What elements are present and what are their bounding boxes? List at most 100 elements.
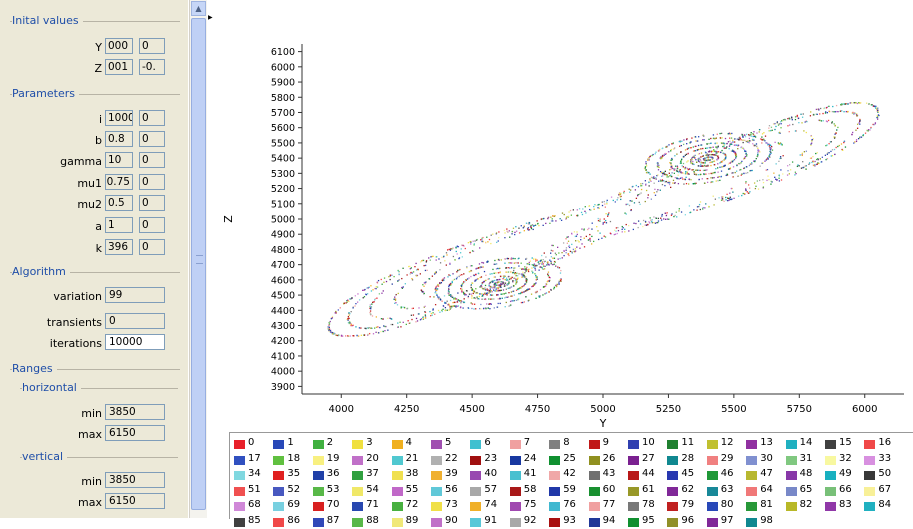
transients-input[interactable]: 0 [105,313,165,329]
scatter-point [737,148,739,150]
scatter-point [495,288,497,290]
scatter-point [524,283,526,285]
scatter-point [704,160,707,162]
scatter-point [704,165,706,167]
scatter-point [494,286,496,288]
scatter-point [548,276,550,279]
scatter-point [545,283,548,285]
scatter-point [542,286,545,288]
scatter-point [849,102,851,104]
iterations-input[interactable]: 10000 [105,334,165,350]
scatter-point [457,292,459,294]
param-i-variation-input[interactable]: 0 [139,110,165,126]
legend-swatch [431,471,442,480]
param-a-variation-input[interactable]: 0 [139,217,165,233]
scatter-point [645,189,648,192]
scatter-point [765,159,767,161]
panel-scrollbar[interactable]: ▲ [189,0,207,518]
horizontal-max-input[interactable]: 6150 [105,425,165,441]
scatter-point [692,163,694,165]
param-b-value-input[interactable]: 0.8 [105,131,133,147]
scatter-point [722,145,724,148]
legend-label: 47 [760,468,773,479]
initial-z-variation-input[interactable]: -0. [139,59,165,75]
param-mu1-variation-input[interactable]: 0 [139,174,165,190]
scatter-point [670,165,672,168]
collapse-arrow-icon[interactable]: ▶ [208,14,213,21]
scatter-point [826,112,828,114]
initial-y-variation-input[interactable]: 0 [139,38,165,54]
scatter-point [778,143,780,145]
scatter-point [467,295,470,298]
scatter-point [726,146,728,148]
scroll-up-icon[interactable]: ▲ [191,1,206,16]
legend-label: 11 [681,437,695,448]
scatter-point [721,166,724,168]
param-i-value-input[interactable]: 1000 [105,110,133,126]
scatter-point [655,151,657,153]
section-vertical: vertical [16,450,182,464]
scatter-point [693,209,695,211]
scatter-point [717,151,719,153]
param-k-variation-input[interactable]: 0 [139,239,165,255]
scatter-point [645,165,648,167]
scatter-point [759,138,762,140]
scatter-point [514,272,517,274]
scatter-point [857,137,860,140]
scatter-point [547,261,549,263]
scatter-point [840,143,843,145]
legend-label: 57 [484,483,498,495]
vertical-min-input[interactable]: 3850 [105,472,165,488]
legend-label: 32 [839,452,852,464]
scatter-point [697,174,700,176]
param-mu2-variation-input[interactable]: 0 [139,195,165,211]
scatter-point [706,169,708,171]
horizontal-min-input[interactable]: 3850 [105,404,165,420]
param-name: mu1 [77,177,102,190]
param-mu2-value-input[interactable]: 0.5 [105,195,133,211]
scatter-point [684,172,687,174]
scatter-point [544,265,546,267]
scatter-point [493,307,495,309]
param-a-value-input[interactable]: 1 [105,217,133,233]
legend-swatch [746,517,758,527]
scatter-point [558,252,560,254]
param-row-a: a 1 0 [0,217,188,237]
scroll-thumb[interactable] [191,18,206,510]
variation-input[interactable]: 99 [105,287,165,303]
initial-z-value-input[interactable]: 001 [105,59,133,75]
scatter-point [715,152,717,154]
scatter-point [511,300,513,302]
scatter-point [700,156,702,158]
legend-swatch [509,486,521,496]
scatter-point [748,164,751,167]
vertical-max-input[interactable]: 6150 [105,493,165,509]
panel-splitter[interactable]: ▶ [207,0,213,518]
scatter-point [654,194,657,196]
scatter-point [535,282,537,284]
x-tick-label: 4500 [459,404,484,415]
legend-label: 94 [602,514,616,526]
initial-y-value-input[interactable]: 000 [105,38,133,54]
scatter-point [523,301,525,303]
x-axis-label: Y [599,417,607,430]
param-b-variation-input[interactable]: 0 [139,131,165,147]
scatter-point [779,142,782,144]
param-k-value-input[interactable]: 396 [105,239,133,255]
scatter-point [497,281,500,283]
scatter-point [542,259,544,261]
scatter-point [725,155,727,157]
scatter-point [454,297,456,299]
scatter-point [802,161,804,163]
scatter-point [597,217,599,220]
scatter-point [779,131,781,134]
legend-label: 52 [287,483,301,495]
scatter-point [794,118,797,121]
param-gamma-value-input[interactable]: 10 [105,152,133,168]
param-gamma-variation-input[interactable]: 0 [139,152,165,168]
scatter-point [448,309,450,311]
legend-label: 81 [760,499,773,510]
param-row-b: b 0.8 0 [0,131,188,151]
param-mu1-value-input[interactable]: 0.75 [105,174,133,190]
scatter-point [817,159,819,161]
